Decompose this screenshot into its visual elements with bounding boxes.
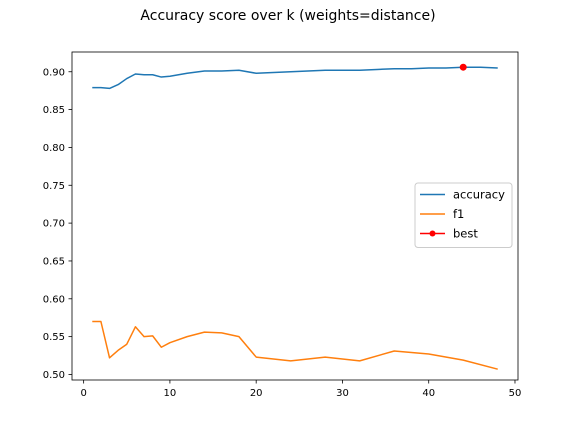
- legend-box: [414, 182, 513, 248]
- series-point-best: [459, 63, 467, 71]
- series-line-f1: [92, 320, 498, 370]
- series-line-accuracy: [92, 66, 498, 90]
- x-tick-label: 20: [250, 388, 263, 399]
- y-tick-label: 0.50: [43, 370, 65, 381]
- legend-label-accuracy: accuracy: [453, 188, 505, 202]
- x-tick-label: 40: [422, 388, 435, 399]
- x-tick-label: 30: [336, 388, 349, 399]
- x-tick-label: 50: [509, 388, 522, 399]
- y-tick-label: 0.70: [43, 219, 65, 230]
- legend-label-f1: f1: [453, 207, 464, 221]
- x-tick-label: 0: [80, 388, 86, 399]
- y-tick-label: 0.75: [43, 181, 65, 192]
- y-tick-label: 0.90: [43, 67, 65, 78]
- axes-frame: [71, 51, 519, 381]
- y-tick-label: 0.80: [43, 143, 65, 154]
- legend-label-best: best: [453, 227, 478, 241]
- y-tick-label: 0.55: [43, 332, 65, 343]
- legend-marker-best: [429, 230, 436, 237]
- chart-title: Accuracy score over k (weights=distance): [140, 8, 435, 24]
- x-tick-label: 10: [164, 388, 177, 399]
- y-tick-label: 0.65: [43, 257, 65, 268]
- legend: accuracy f1 best: [414, 182, 513, 248]
- y-tick-label: 0.60: [43, 294, 65, 305]
- plot-area: 0 10 20 30 40 50 0.50 0.55 0.60 0.65 0.70 0.75 0.80 0…: [43, 51, 522, 399]
- y-tick-label: 0.85: [43, 105, 65, 116]
